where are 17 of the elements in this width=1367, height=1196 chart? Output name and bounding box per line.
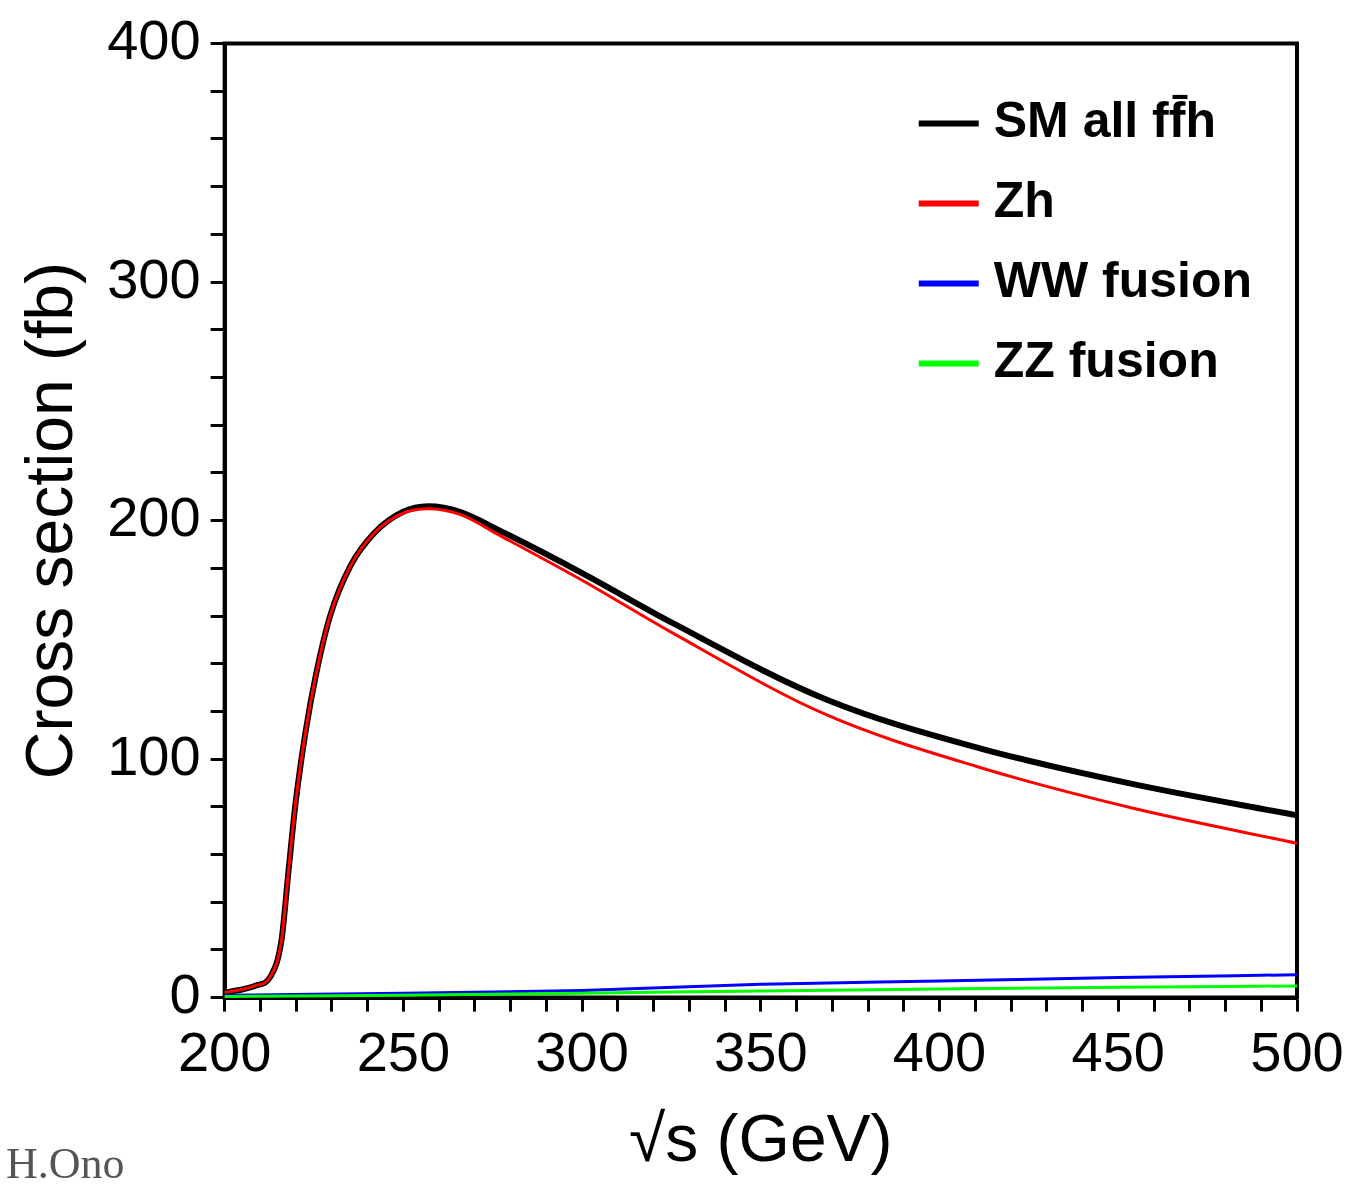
legend-label: SM all ff̄h (993, 92, 1216, 149)
y-tick-label: 100 (107, 723, 201, 787)
x-tick-label: 400 (892, 1019, 987, 1083)
x-axis-title: √s (GeV) (629, 1100, 893, 1175)
x-tick-label: 500 (1250, 1019, 1344, 1083)
y-tick-label: 200 (107, 485, 201, 549)
text: H.Ono (6, 1138, 125, 1188)
x-tick-label: 250 (356, 1019, 451, 1083)
y-axis-title: Cross section (fb) (11, 262, 86, 780)
x-tick-label: 450 (1071, 1019, 1165, 1083)
x-tick-label: 350 (714, 1019, 808, 1083)
legend-label: WW fusion (993, 252, 1253, 309)
y-tick-label: 300 (107, 246, 201, 310)
legend-label: Zh (993, 172, 1055, 229)
x-tick-label: 300 (535, 1019, 629, 1083)
legend-label: ZZ fusion (993, 332, 1219, 389)
y-tick-label: 400 (107, 8, 201, 72)
